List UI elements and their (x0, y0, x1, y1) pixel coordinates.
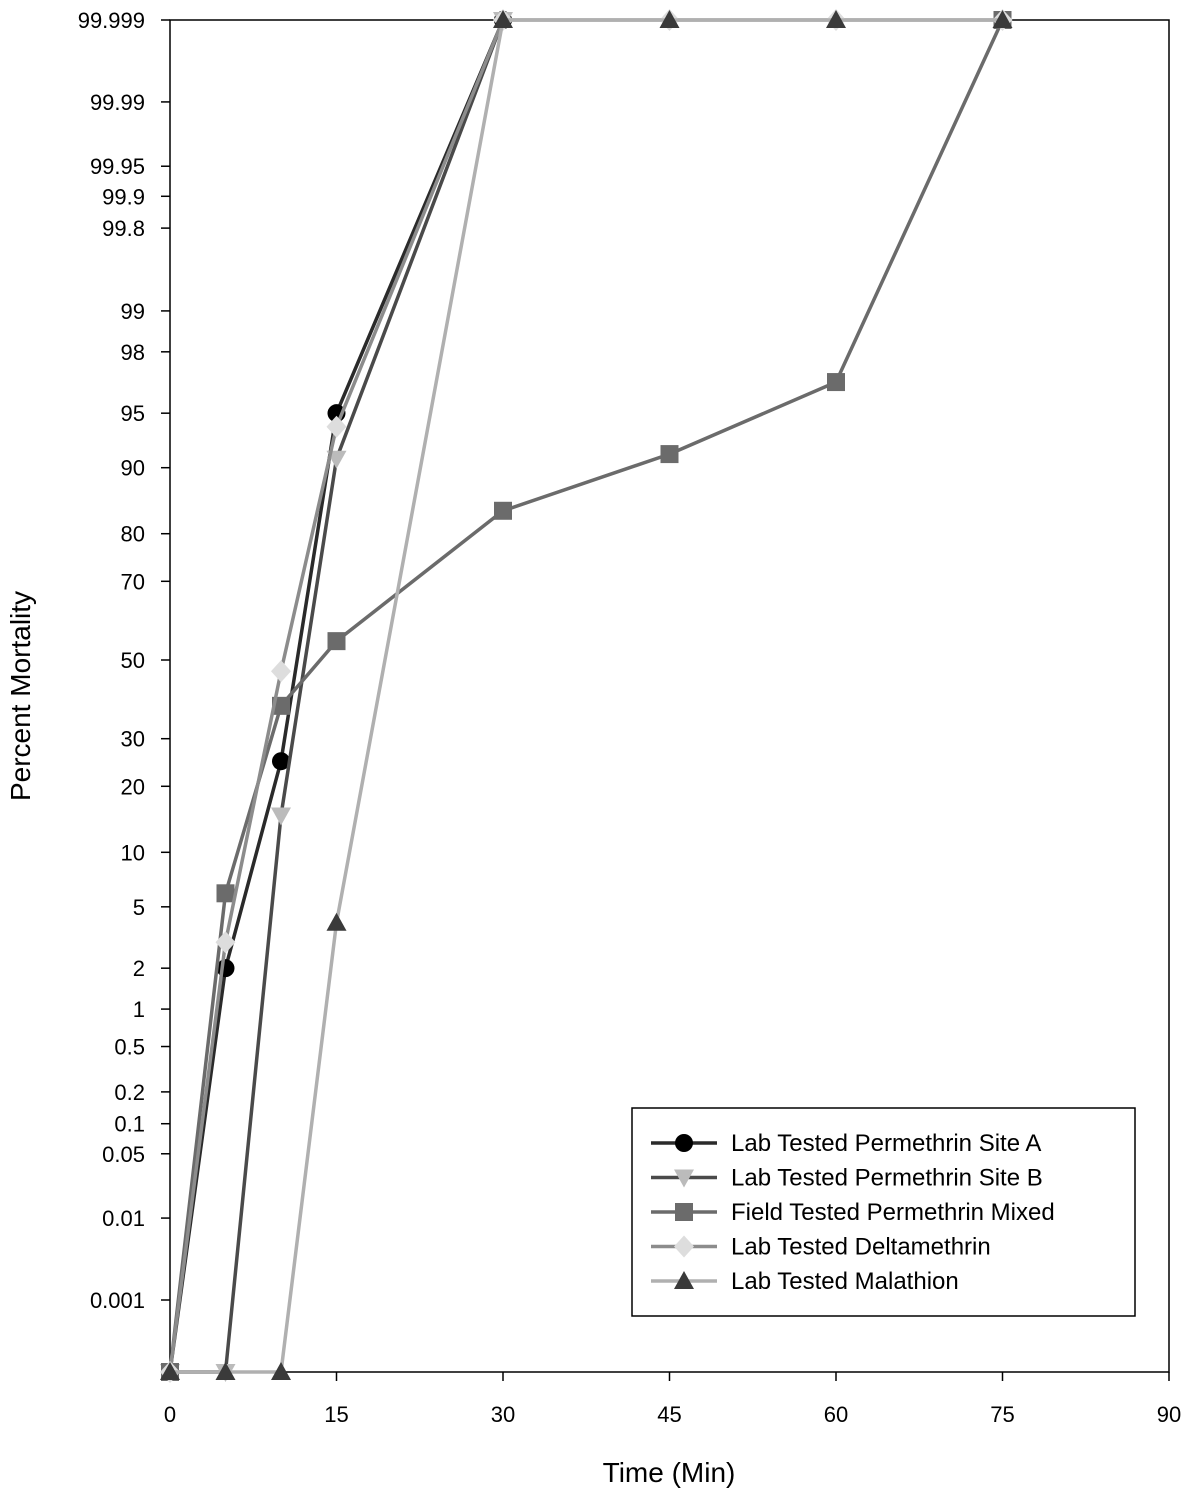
y-tick-label: 90 (121, 456, 145, 481)
y-tick-label: 50 (121, 648, 145, 673)
legend-marker (674, 1235, 694, 1258)
data-point (160, 1362, 180, 1380)
y-tick-label: 99.95 (90, 154, 145, 179)
data-point (493, 10, 513, 28)
data-point (272, 752, 290, 771)
data-point (827, 373, 845, 392)
series-1 (161, 11, 512, 1381)
y-tick-label: 30 (121, 727, 145, 752)
legend-label: Lab Tested Malathion (731, 1268, 959, 1295)
y-tick-label: 20 (121, 774, 145, 799)
y-tick-label: 99.8 (102, 216, 145, 241)
x-axis-title: Time (Min) (603, 1457, 736, 1488)
data-point (660, 445, 679, 464)
y-tick-label: 0.001 (90, 1288, 145, 1313)
y-tick-label: 98 (121, 340, 145, 365)
legend-item: Lab Tested Permethrin Site B (651, 1165, 1043, 1192)
x-tick-label: 90 (1157, 1402, 1181, 1427)
legend-label: Lab Tested Permethrin Site A (731, 1130, 1041, 1157)
y-tick-label: 80 (121, 522, 145, 547)
series-line (170, 18, 1003, 1374)
y-tick-label: 10 (121, 840, 145, 865)
y-tick-label: 95 (121, 401, 145, 426)
data-point (494, 501, 512, 520)
x-tick-label: 30 (491, 1402, 515, 1427)
y-tick-label: 0.2 (114, 1080, 145, 1105)
x-tick-label: 15 (324, 1402, 348, 1427)
x-tick-label: 60 (824, 1402, 848, 1427)
legend-item: Lab Tested Permethrin Site A (651, 1130, 1041, 1157)
data-point (992, 10, 1013, 28)
legend-label: Lab Tested Permethrin Site B (731, 1165, 1043, 1192)
data-point (326, 912, 347, 931)
legend-label: Field Tested Permethrin Mixed (731, 1199, 1055, 1226)
legend-item: Lab Tested Malathion (651, 1268, 959, 1295)
y-tick-label: 1 (133, 997, 145, 1022)
x-tick-label: 0 (164, 1402, 176, 1427)
legend-marker (675, 1203, 693, 1221)
y-tick-label: 0.5 (114, 1035, 145, 1060)
y-axis-title: Percent Mortality (5, 591, 36, 801)
legend-item: Lab Tested Deltamethrin (651, 1234, 991, 1261)
legend-marker (674, 1169, 694, 1188)
legend: Lab Tested Permethrin Site A Lab Tested P… (631, 1107, 1136, 1317)
data-point (659, 10, 680, 28)
y-tick-label: 99 (121, 299, 145, 324)
series-line (168, 19, 505, 1373)
y-tick-label: 99.9 (102, 184, 145, 209)
y-tick-label: 0.05 (102, 1142, 145, 1167)
series-layer (160, 9, 1013, 1383)
data-point (271, 660, 291, 683)
data-point (271, 807, 291, 826)
legend-marker (675, 1134, 693, 1152)
y-tick-label: 0.01 (102, 1206, 145, 1231)
y-tick-label: 0.1 (114, 1112, 145, 1137)
legend-label: Lab Tested Deltamethrin (731, 1234, 991, 1261)
legend-marker (674, 1271, 694, 1289)
data-point (326, 415, 347, 438)
data-point (215, 1362, 236, 1380)
data-point (215, 931, 236, 954)
series-line (170, 19, 505, 1374)
y-tick-label: 70 (121, 569, 145, 594)
y-tick-label: 2 (133, 956, 145, 981)
data-point (826, 10, 846, 28)
series-line (168, 19, 1005, 1373)
data-point (271, 1362, 291, 1380)
series-2 (160, 12, 513, 1382)
y-axis: 99.999 99.99 99.95 99.9 99.8 99 98 95 90 80 70 50 30… (78, 8, 170, 1313)
data-point (327, 632, 346, 651)
x-tick-label: 45 (657, 1402, 681, 1427)
y-tick-label: 99.99 (90, 90, 145, 115)
x-tick-label: 75 (990, 1402, 1014, 1427)
x-axis: 0 15 30 45 60 75 90 (164, 1372, 1181, 1427)
legend-item: Field Tested Permethrin Mixed (651, 1199, 1055, 1226)
y-tick-label: 99.999 (78, 8, 145, 33)
data-point (216, 884, 235, 903)
y-tick-label: 5 (133, 895, 145, 920)
series-5 (160, 10, 1013, 1380)
